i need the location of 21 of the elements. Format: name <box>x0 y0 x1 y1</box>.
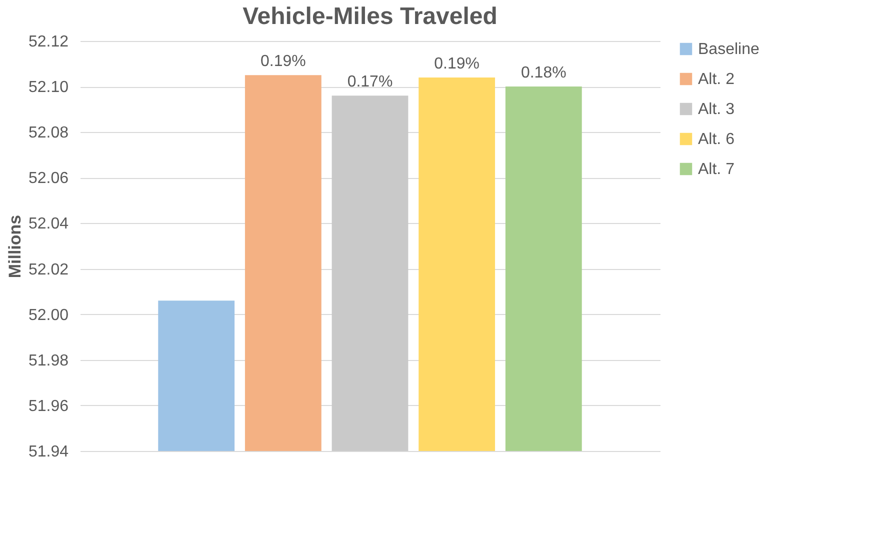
y-tick-label: 52.10 <box>28 79 69 96</box>
legend-label: Alt. 2 <box>698 71 735 88</box>
annotation: 0.17% <box>347 74 393 91</box>
y-axis-title: Millions <box>5 214 24 278</box>
y-tick-label: 52.04 <box>28 216 69 233</box>
y-tick-label: 51.94 <box>28 444 69 460</box>
legend-label: Baseline <box>698 41 760 58</box>
annotation: 0.19% <box>260 53 306 70</box>
legend-label: Alt. 7 <box>698 161 735 178</box>
annotation: 0.18% <box>520 64 566 82</box>
y-tick-label: 52.02 <box>28 261 69 278</box>
legend-label: Alt. 3 <box>698 101 735 118</box>
legend-label: Alt. 6 <box>698 131 735 148</box>
y-tick-label: 51.98 <box>28 352 69 370</box>
y-tick-label: 52.06 <box>28 170 69 188</box>
y-tick-label: 51.96 <box>28 398 69 415</box>
chart-title: Vehicle-Miles Traveled <box>242 3 498 30</box>
y-tick-label: 52.12 <box>28 34 69 50</box>
y-tick-label: 52.00 <box>28 306 69 324</box>
annotation: 0.19% <box>434 55 480 72</box>
y-tick-label: 52.08 <box>28 124 69 142</box>
